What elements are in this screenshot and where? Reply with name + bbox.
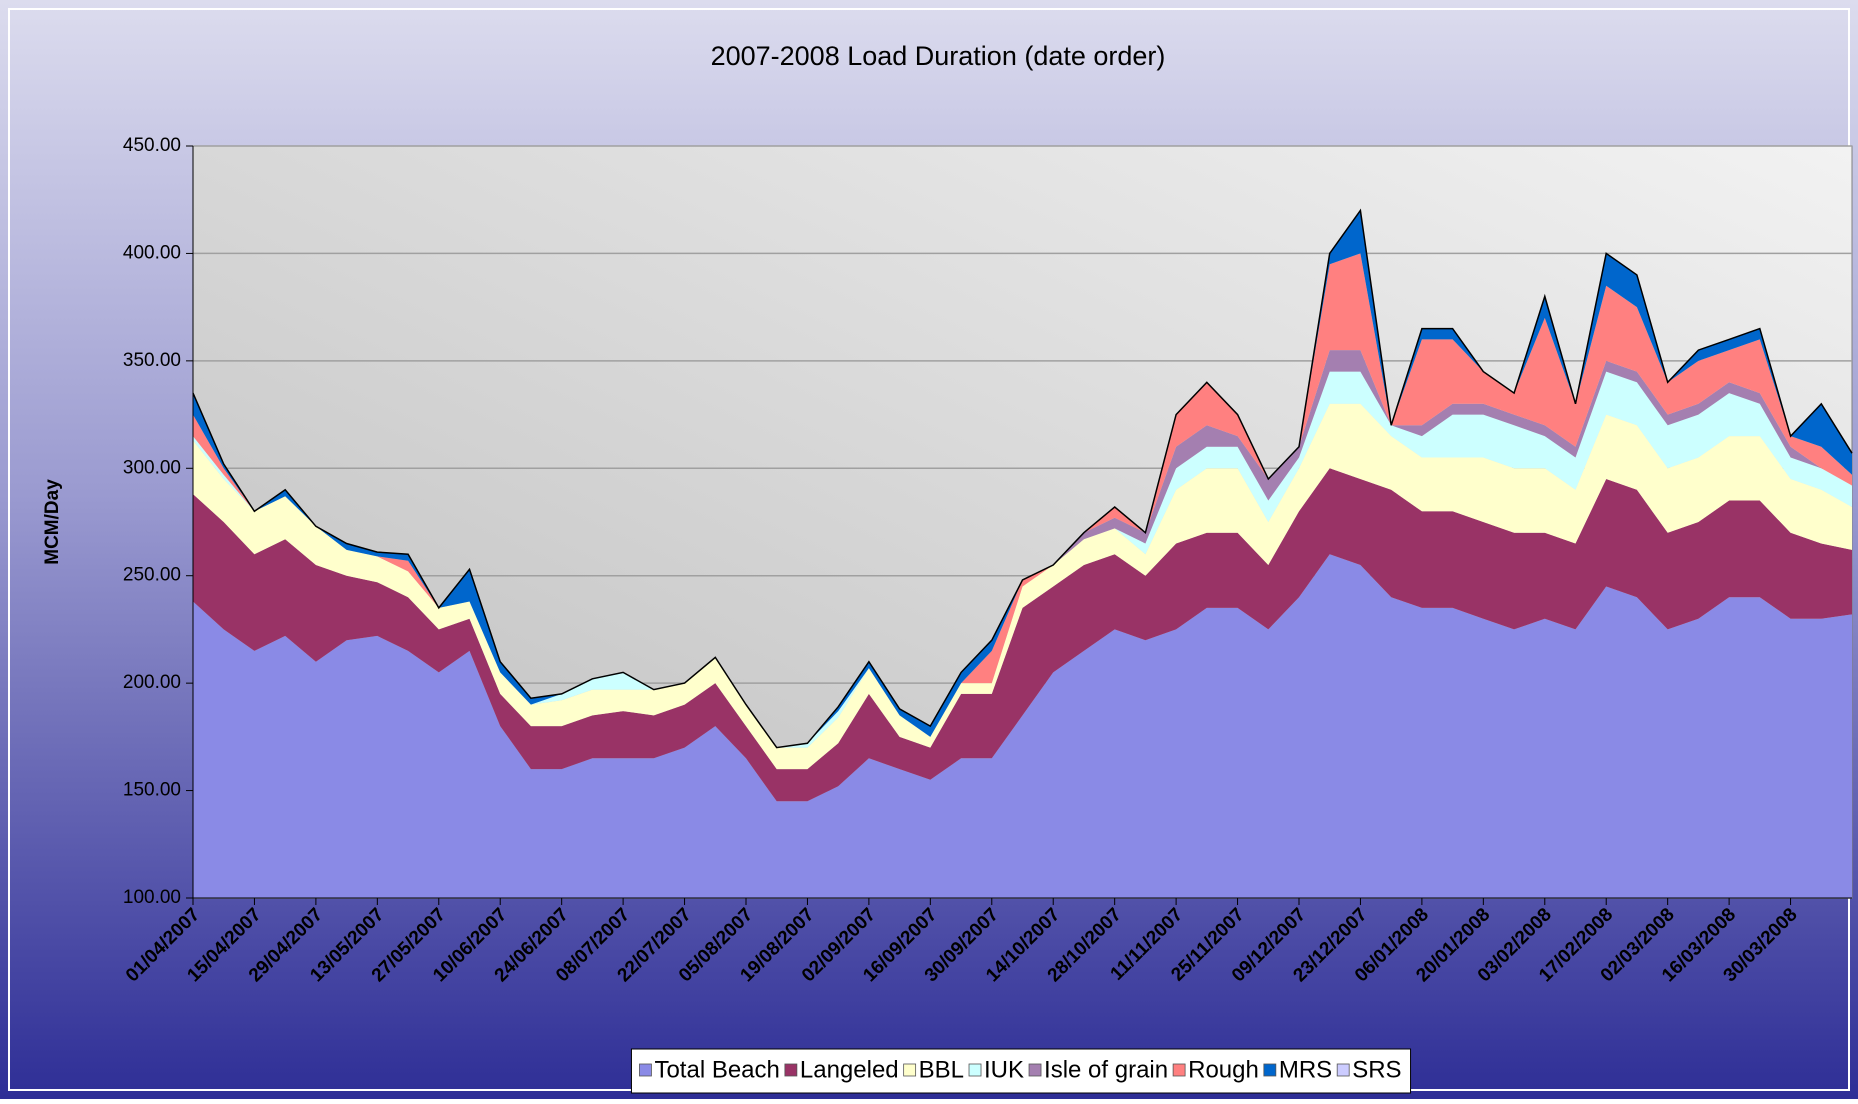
y-tick-label: 150.00 bbox=[123, 780, 181, 801]
y-tick-label: 450.00 bbox=[123, 135, 181, 156]
legend-label: Langeled bbox=[800, 1056, 899, 1083]
y-axis-label: MCM/Day bbox=[42, 479, 63, 565]
y-tick-label: 400.00 bbox=[123, 242, 181, 263]
legend-swatch bbox=[1263, 1063, 1277, 1077]
legend-swatch bbox=[968, 1063, 982, 1077]
area bbox=[193, 554, 1852, 898]
legend-swatch bbox=[1336, 1063, 1350, 1077]
legend-box bbox=[630, 1048, 1412, 1094]
legend-label: Isle of grain bbox=[1044, 1056, 1168, 1083]
total-outline bbox=[192, 208, 1853, 749]
y-tick-label: 100.00 bbox=[123, 887, 181, 908]
y-tick-label: 350.00 bbox=[123, 350, 181, 371]
legend-label: SRS bbox=[1352, 1056, 1401, 1083]
chart-title: 2007-2008 Load Duration (date order) bbox=[711, 41, 1166, 71]
legend-swatch bbox=[903, 1063, 917, 1077]
area bbox=[193, 253, 1852, 748]
area bbox=[193, 403, 1852, 770]
legend-swatch bbox=[1028, 1063, 1042, 1077]
legend-swatch bbox=[639, 1063, 652, 1077]
legend-swatch bbox=[784, 1063, 798, 1077]
legend-label: IUK bbox=[984, 1056, 1024, 1083]
legend-swatch bbox=[1172, 1063, 1186, 1077]
legend-label: MRS bbox=[1279, 1056, 1332, 1083]
legend: Total Beach Langeled BBL IUK Isle of grain Ro… bbox=[630, 1048, 1412, 1094]
legend-label: BBL bbox=[919, 1056, 964, 1083]
y-tick-label: 250.00 bbox=[123, 565, 181, 586]
area bbox=[193, 468, 1852, 802]
legend-label: Total Beach bbox=[654, 1056, 779, 1083]
areas bbox=[192, 208, 1853, 898]
y-tick-label: 200.00 bbox=[123, 672, 181, 693]
legend-label: Rough bbox=[1188, 1056, 1259, 1083]
y-tick-label: 300.00 bbox=[123, 457, 181, 478]
